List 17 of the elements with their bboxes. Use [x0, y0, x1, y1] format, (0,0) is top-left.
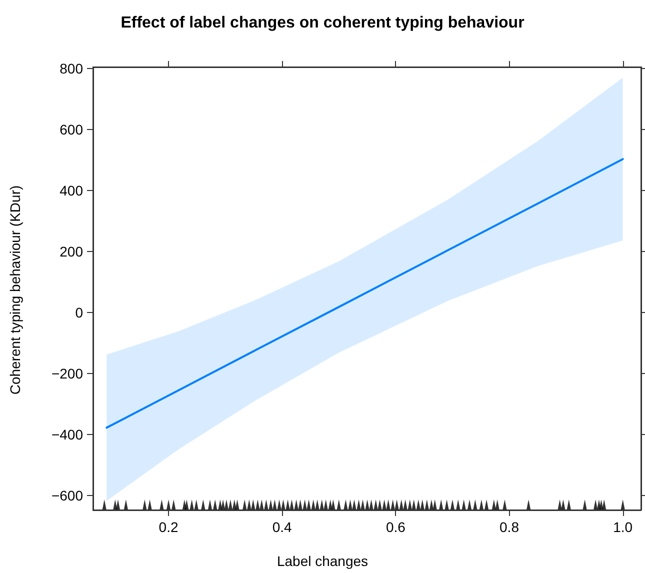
- y-tick-label: −400: [51, 426, 84, 442]
- y-tick-label: 200: [60, 243, 84, 260]
- y-tick-label: −600: [51, 487, 84, 504]
- x-tick-label: 0.6: [386, 519, 406, 535]
- chart-title: Effect of label changes on coherent typing behaviour: [120, 14, 524, 32]
- y-tick-label: 800: [60, 60, 84, 77]
- x-axis-title: Label changes: [276, 553, 368, 569]
- y-tick-label: 0: [75, 304, 84, 320]
- x-tick-label: 0.8: [500, 519, 520, 535]
- x-tick-label: 0.4: [272, 519, 292, 535]
- y-tick-label: 400: [60, 182, 84, 198]
- y-axis-title: Coherent typing behaviour (KDur): [7, 185, 23, 395]
- x-tick-label: 0.2: [158, 519, 178, 535]
- y-tick-label: 600: [60, 122, 84, 138]
- line-series: [106, 158, 624, 429]
- x-tick-label: 1.0: [613, 519, 633, 535]
- y-tick-label: −200: [51, 365, 84, 382]
